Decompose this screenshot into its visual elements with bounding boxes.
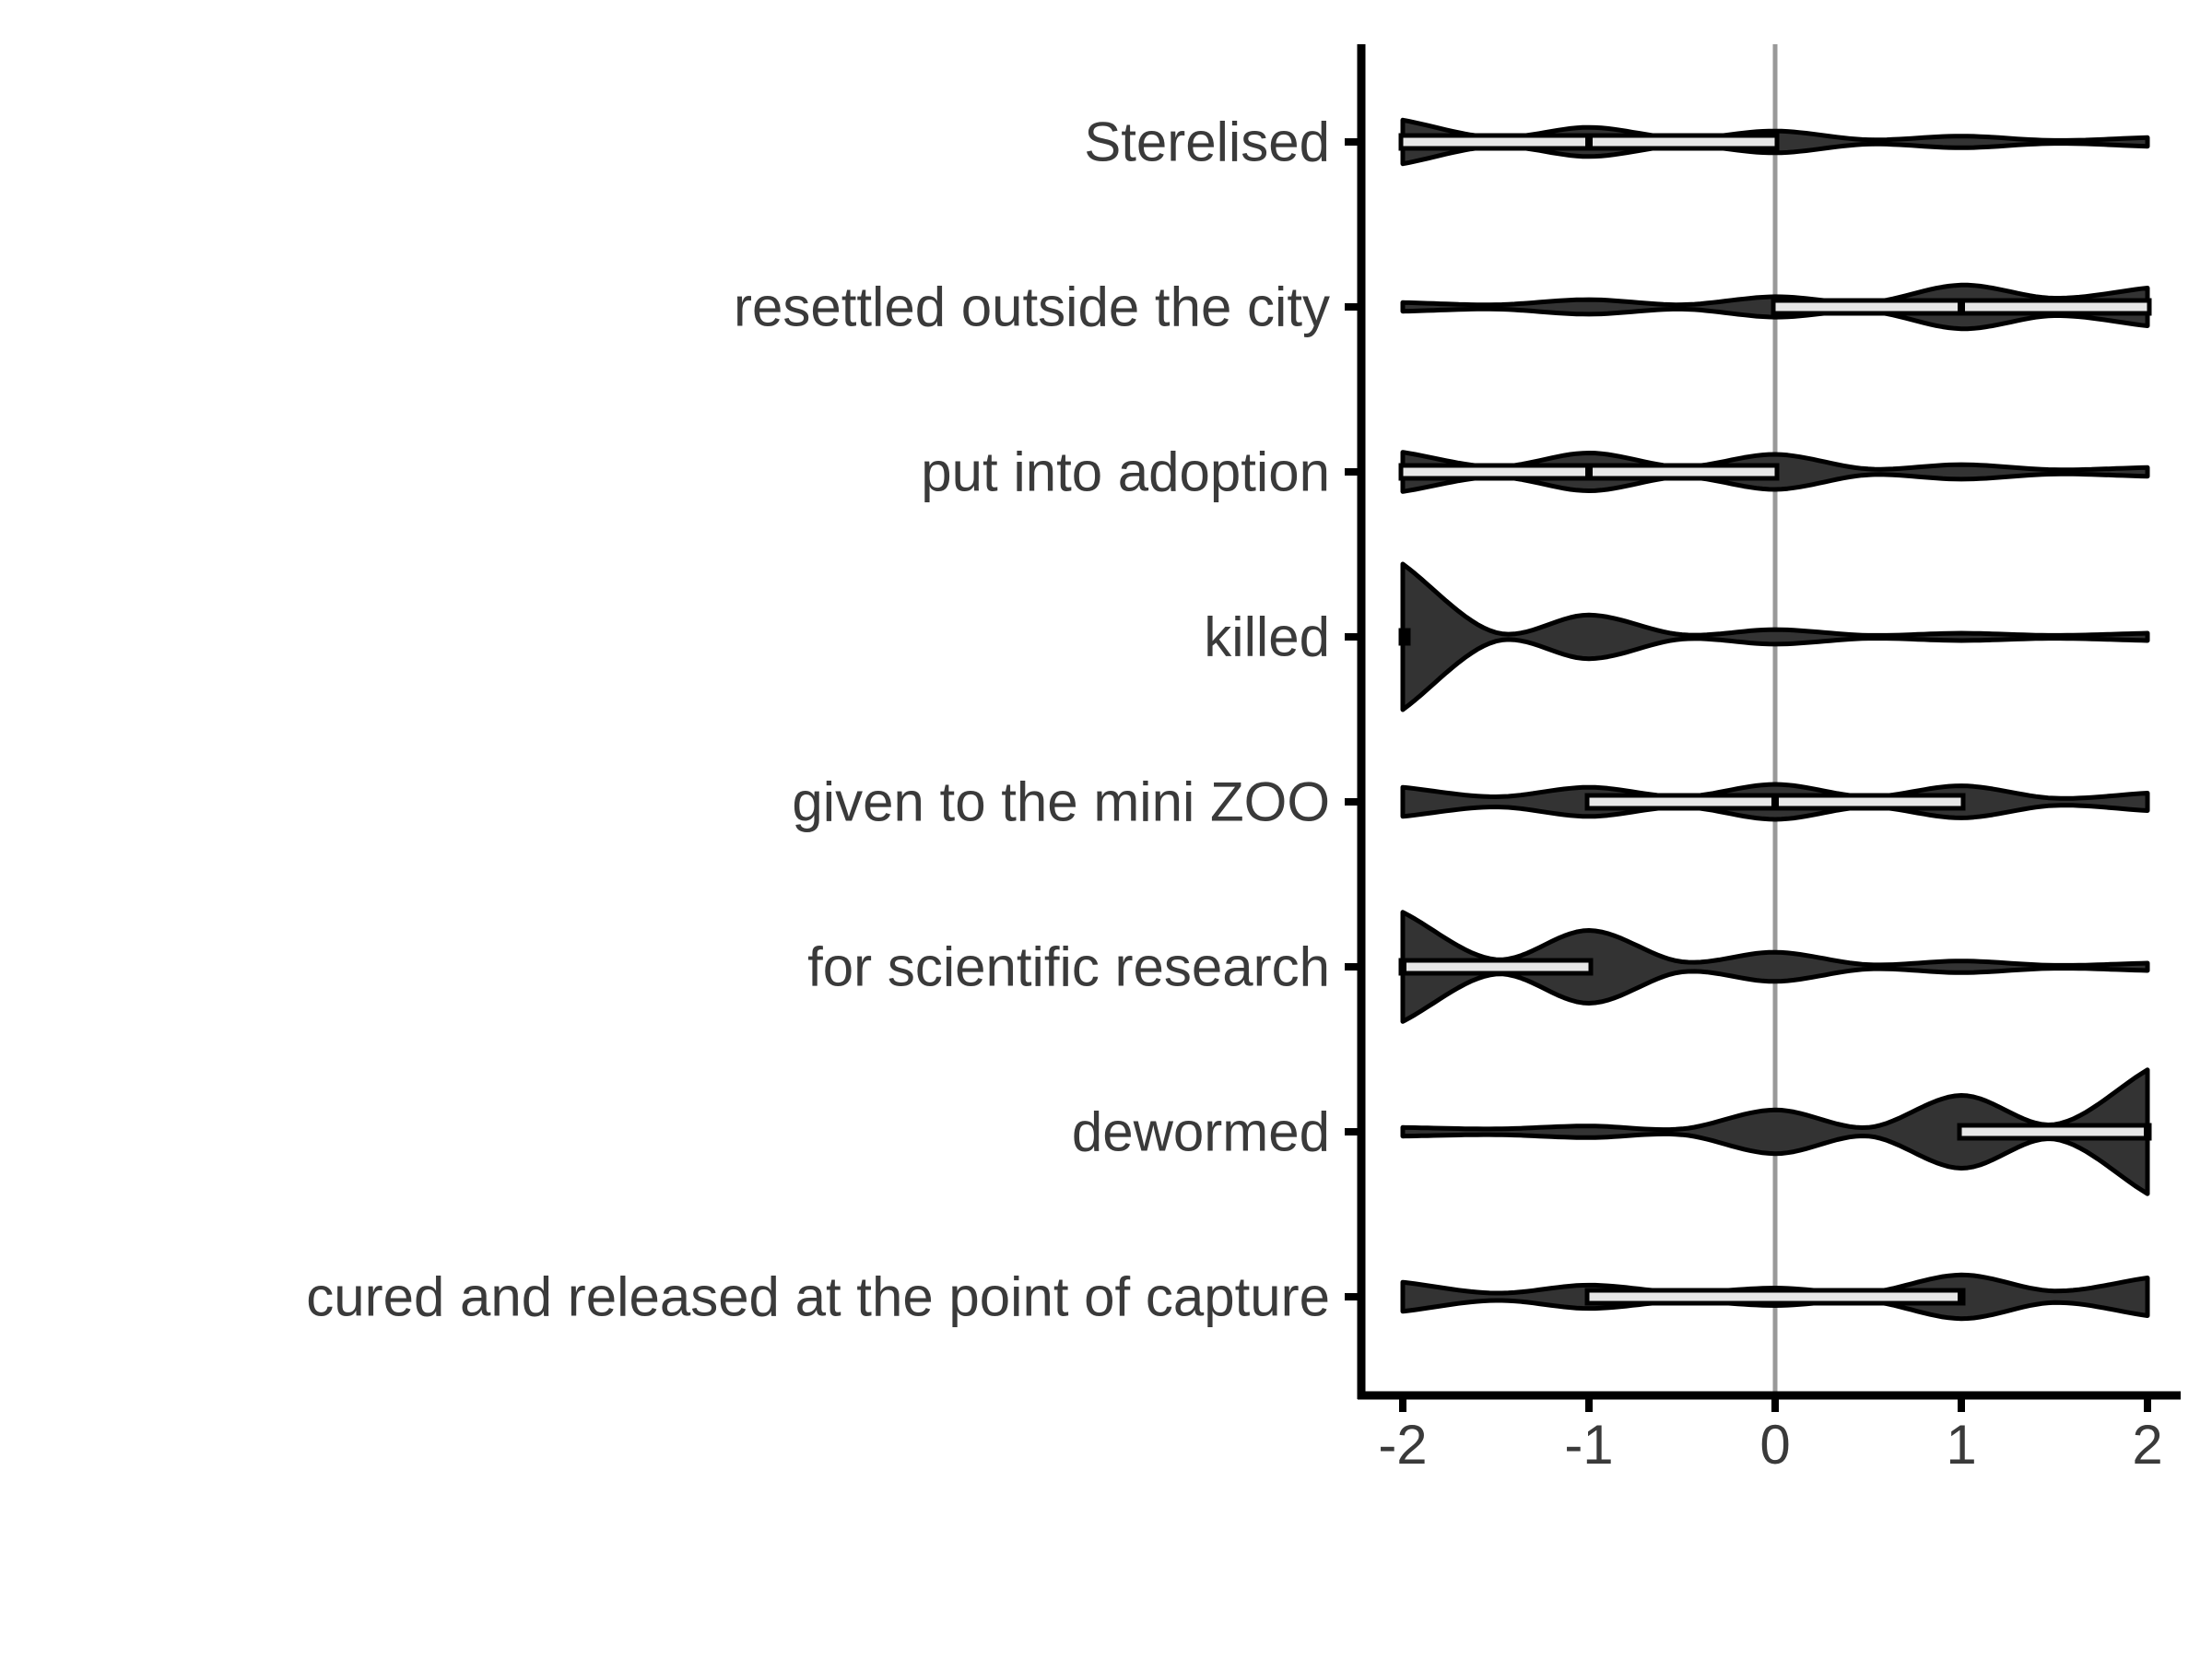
box-for-scientific-research	[1398, 958, 1594, 976]
category-label-cured-and-released-at-the-point-of-capture: cured and released at the point of captu…	[306, 1266, 1330, 1328]
violin-for-scientific-research	[1400, 910, 2150, 1024]
category-label-killed: killed	[1204, 606, 1330, 668]
x-tick-label: 2	[2132, 1414, 2162, 1476]
boxes-layer	[1398, 133, 2152, 1306]
category-label-for-scientific-research: for scientific research	[807, 936, 1330, 998]
axes-layer	[1345, 44, 2181, 1412]
category-label-resettled-outside-the-city: resettled outside the city	[734, 276, 1330, 338]
category-label-given-to-the-mini-zoo: given to the mini ZOO	[792, 771, 1330, 833]
category-label-sterelised: Sterelised	[1084, 112, 1330, 173]
violin-killed	[1400, 561, 2150, 712]
labels-layer: Sterelised resettled outside the city put …	[306, 112, 2162, 1477]
x-tick-label: 0	[1759, 1414, 1790, 1476]
violin-dewormed	[1400, 1067, 2150, 1196]
box-cured-and-released-at-the-point-of-capture	[1584, 1288, 1966, 1306]
category-label-put-into-adoption: put into adoption	[921, 441, 1330, 503]
box-dewormed	[1957, 1123, 2152, 1141]
x-tick-label: 1	[1946, 1414, 1976, 1476]
category-label-dewormed: dewormed	[1072, 1101, 1330, 1163]
x-tick-label: -1	[1564, 1414, 1613, 1476]
x-tick-label: -2	[1378, 1414, 1427, 1476]
